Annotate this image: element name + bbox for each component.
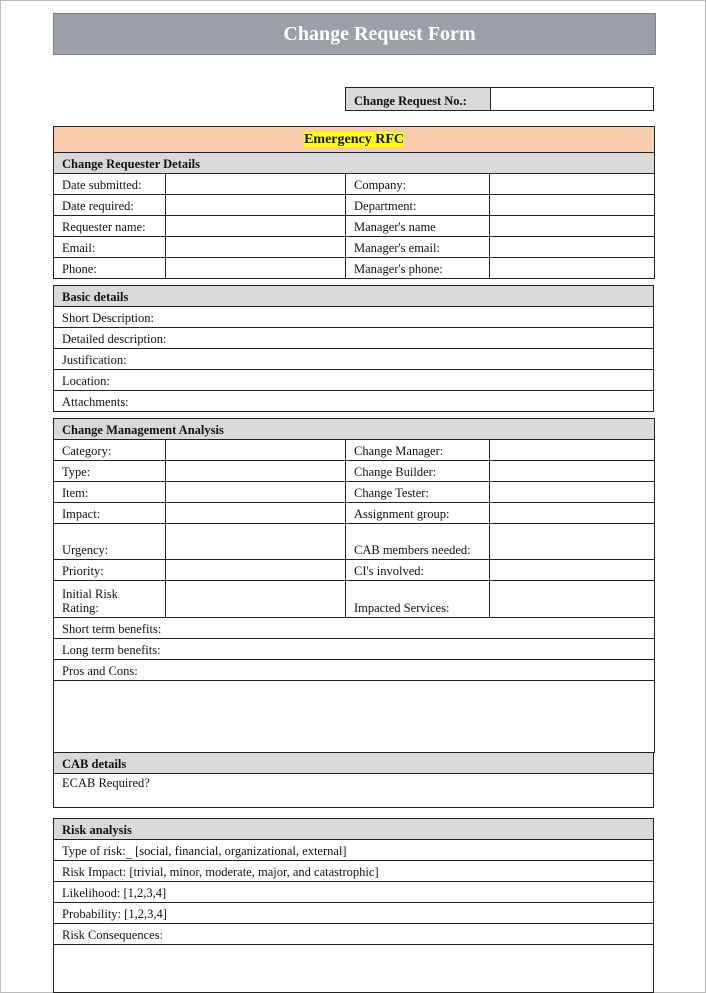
form-title: Change Request Form	[283, 22, 476, 45]
company-field[interactable]	[488, 173, 656, 195]
requester-details-table: Emergency RFC Change Requester Details D…	[52, 126, 656, 279]
date-submitted-field[interactable]	[165, 173, 346, 195]
department-field[interactable]	[488, 194, 656, 216]
impact-field[interactable]	[165, 502, 346, 524]
long-term-benefits-field[interactable]: Long term benefits:	[52, 638, 656, 660]
section-heading: CAB details	[53, 752, 654, 774]
short-term-benefits-field[interactable]: Short term benefits:	[52, 617, 656, 639]
requester-name-field[interactable]	[165, 215, 346, 237]
priority-field[interactable]	[165, 559, 346, 581]
date-submitted-label: Date submitted:	[53, 173, 166, 195]
form-row: Date required: Department:	[53, 194, 656, 216]
rfc-type-banner: Emergency RFC	[52, 126, 656, 153]
date-required-field[interactable]	[165, 194, 346, 216]
email-label: Email:	[53, 236, 166, 258]
pros-and-cons-area[interactable]	[52, 680, 656, 753]
change-management-analysis-table: Change Management Analysis Category: Chan…	[52, 418, 656, 753]
form-row: Email: Manager's email:	[53, 236, 656, 258]
urgency-field[interactable]	[165, 523, 346, 560]
basic-details-table: Basic details Short Description: Detailed…	[53, 285, 654, 412]
manager-s-name-label: Manager's name	[345, 215, 490, 237]
priority-label: Priority:	[53, 559, 166, 581]
form-row: Date submitted: Company:	[53, 173, 656, 195]
section-heading: Change Management Analysis	[52, 418, 656, 440]
manager-s-phone-label: Manager's phone:	[345, 257, 490, 279]
type-field[interactable]	[165, 460, 346, 482]
change-builder-label: Change Builder:	[345, 460, 490, 482]
cab-details-table: CAB details ECAB Required?	[53, 752, 654, 808]
risk-impact-field[interactable]: Risk Impact: [trivial, minor, moderate, …	[53, 860, 654, 882]
change-tester-field[interactable]	[488, 481, 656, 503]
change-request-no-label: Change Request No.:	[345, 87, 491, 111]
type-of-risk-label: Type of risk	[62, 844, 123, 858]
type-of-risk-value: [social, financial, organizational, exte…	[131, 844, 347, 858]
detailed-description-field[interactable]: Detailed description:	[53, 327, 654, 349]
type-label: Type:	[53, 460, 166, 482]
department-label: Department:	[345, 194, 490, 216]
ci-s-involved-label: CI's involved:	[345, 559, 490, 581]
assignment-group-label: Assignment group:	[345, 502, 490, 524]
rfc-type: Emergency RFC	[304, 131, 404, 147]
manager-s-phone-field[interactable]	[488, 257, 656, 279]
manager-s-email-label: Manager's email:	[345, 236, 490, 258]
company-label: Company:	[345, 173, 490, 195]
item-field[interactable]	[165, 481, 346, 503]
urgency-label: Urgency:	[53, 523, 166, 560]
justification-field[interactable]: Justification:	[53, 348, 654, 370]
cab-members-needed-field[interactable]	[488, 523, 656, 560]
initial-risk-rating-label: Initial Risk Rating:	[53, 580, 166, 618]
type-of-risk-field[interactable]: Type of risk: [social, financial, organi…	[53, 839, 654, 861]
location-field[interactable]: Location:	[53, 369, 654, 391]
short-description-field[interactable]: Short Description:	[53, 306, 654, 328]
section-heading: Change Requester Details	[52, 152, 656, 174]
assignment-group-field[interactable]	[488, 502, 656, 524]
cab-members-needed-label: CAB members needed:	[345, 523, 490, 560]
form-row: Phone: Manager's phone:	[53, 257, 656, 279]
pros-and-cons-field[interactable]: Pros and Cons:	[52, 659, 656, 681]
change-builder-field[interactable]	[488, 460, 656, 482]
change-request-no-table: Change Request No.:	[345, 87, 654, 111]
impact-label: Impact:	[53, 502, 166, 524]
section-heading: Risk analysis	[53, 818, 654, 840]
ci-s-involved-field[interactable]	[488, 559, 656, 581]
phone-label: Phone:	[53, 257, 166, 279]
impacted-services-label: Impacted Services:	[345, 580, 490, 618]
manager-s-name-field[interactable]	[488, 215, 656, 237]
change-manager-field[interactable]	[488, 439, 656, 461]
ecab-required-field[interactable]: ECAB Required?	[53, 773, 654, 808]
type-of-risk-sep: :	[122, 844, 126, 858]
manager-s-email-field[interactable]	[488, 236, 656, 258]
change-tester-label: Change Tester:	[345, 481, 490, 503]
initial-risk-rating-field[interactable]	[165, 580, 346, 618]
change-manager-label: Change Manager:	[345, 439, 490, 461]
impacted-services-field[interactable]	[488, 580, 656, 618]
change-request-no-field[interactable]	[490, 87, 654, 111]
form-row: Requester name: Manager's name	[53, 215, 656, 237]
phone-field[interactable]	[165, 257, 346, 279]
category-field[interactable]	[165, 439, 346, 461]
email-field[interactable]	[165, 236, 346, 258]
form-title-bar: Change Request Form	[53, 13, 656, 55]
section-heading: Basic details	[53, 285, 654, 307]
requester-name-label: Requester name:	[53, 215, 166, 237]
attachments-field[interactable]: Attachments:	[53, 390, 654, 412]
risk-consequences-area[interactable]	[53, 944, 654, 993]
risk-analysis-table: Risk analysis Type of risk: [social, fin…	[53, 818, 654, 993]
probability-field[interactable]: Probability: [1,2,3,4]	[53, 902, 654, 924]
category-label: Category:	[53, 439, 166, 461]
likelihood-field[interactable]: Likelihood: [1,2,3,4]	[53, 881, 654, 903]
risk-consequences-field[interactable]: Risk Consequences:	[53, 923, 654, 945]
item-label: Item:	[53, 481, 166, 503]
date-required-label: Date required:	[53, 194, 166, 216]
